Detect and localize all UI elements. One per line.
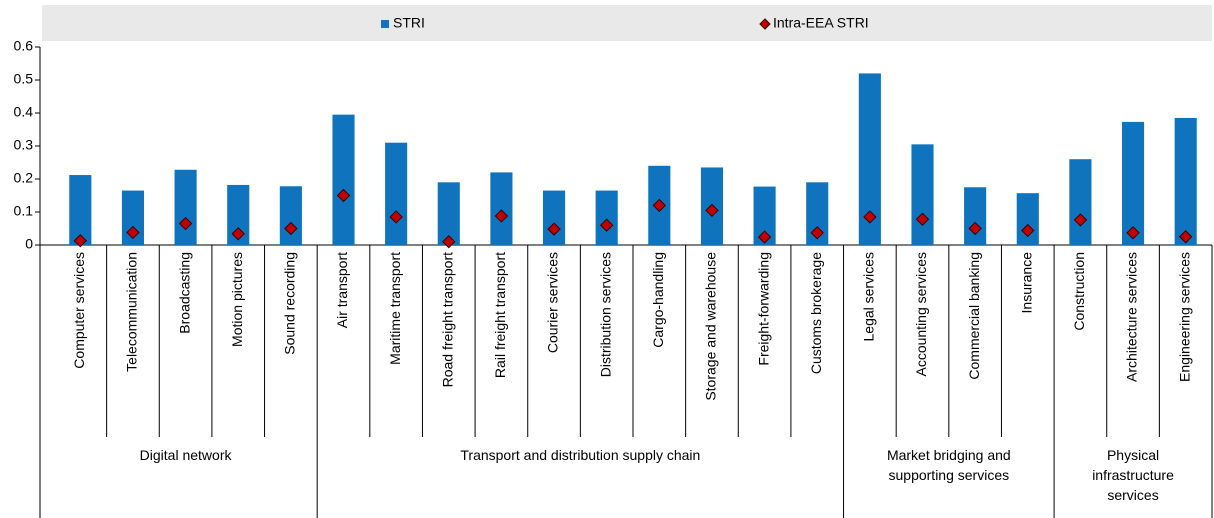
diamond-marker (442, 234, 456, 249)
bar (964, 187, 987, 245)
diamond-marker (1126, 226, 1140, 240)
diamond-marker (705, 203, 719, 218)
diamond-marker (547, 222, 561, 236)
diamond-marker (336, 188, 351, 203)
bar (1016, 193, 1039, 245)
x-tick-label: Courier services (545, 252, 561, 353)
legend-label: Intra-EEA STRI (773, 15, 869, 31)
y-tick-label: 0 (25, 236, 33, 252)
diamond-marker (231, 227, 245, 241)
x-tick-label: Telecommunication (124, 252, 140, 372)
x-tick-label: Freight-forwarding (755, 252, 771, 366)
bar (279, 186, 302, 245)
bar (595, 190, 618, 245)
bar (437, 182, 460, 245)
bar (69, 175, 92, 245)
y-tick-label: 0.2 (14, 170, 34, 186)
x-tick-label: Engineering services (1176, 252, 1192, 382)
y-tick-label: 0.3 (14, 137, 34, 153)
bar (1121, 121, 1145, 245)
legend-swatch (381, 20, 389, 28)
y-tick-label: 0.1 (14, 203, 34, 219)
bar (1174, 117, 1197, 245)
diamond-marker (1021, 223, 1035, 238)
bar (858, 73, 881, 246)
group-label-line: Physical (1107, 447, 1159, 463)
group-label: Transport and distribution supply chain (460, 447, 700, 463)
diamond-marker (126, 225, 140, 240)
group-label-line: Transport and distribution supply chain (460, 447, 700, 463)
diamond-marker (810, 226, 824, 240)
diamond-marker (652, 198, 667, 213)
x-tick-label: Computer services (71, 252, 87, 369)
bar (1069, 159, 1092, 245)
group-label: Digital network (140, 447, 233, 463)
x-tick-label: Broadcasting (176, 252, 192, 334)
bar (911, 144, 934, 245)
group-label: Market bridging and supporting services (887, 447, 1011, 483)
diamond-marker (599, 218, 614, 232)
x-tick-label: Legal services (861, 252, 877, 342)
x-tick-label: Insurance (1018, 252, 1034, 314)
group-label: Physical infrastructure services (1092, 447, 1174, 503)
group-label-line: infrastructure (1092, 467, 1174, 483)
y-tick-label: 0.6 (14, 38, 34, 54)
y-tick-label: 0.5 (14, 71, 34, 87)
bar (332, 114, 355, 246)
bar (542, 190, 566, 245)
x-tick-label: Storage and warehouse (703, 252, 719, 401)
diamond-marker (284, 221, 298, 236)
group-label-line: services (1107, 487, 1158, 503)
diamond-marker (757, 230, 772, 244)
bar (227, 184, 250, 245)
group-label-line: Market bridging and (887, 447, 1011, 463)
x-tick-label: Sound recording (282, 252, 298, 355)
x-tick-label: Air transport (334, 252, 350, 328)
x-tick-label: Accounting services (913, 252, 929, 377)
x-tick-label: Road freight transport (439, 252, 455, 388)
x-tick-label: Cargo-handling (650, 252, 666, 348)
y-tick-label: 0.4 (14, 104, 34, 120)
diamond-marker (1073, 213, 1088, 227)
x-tick-label: Architecture services (1124, 252, 1140, 382)
diamond-marker (494, 209, 509, 223)
diamond-marker (178, 216, 193, 231)
bar (490, 172, 513, 245)
diamond-marker (863, 210, 877, 224)
diamond-marker (915, 212, 930, 226)
diamond-marker (968, 221, 982, 236)
x-tick-label: Rail freight transport (492, 252, 508, 378)
legend-label: STRI (393, 15, 425, 31)
x-tick-label: Construction (1071, 252, 1087, 331)
x-tick-label: Motion pictures (229, 252, 245, 347)
x-tick-label: Commercial banking (966, 252, 982, 380)
bar (174, 169, 197, 245)
diamond-marker (1178, 230, 1193, 244)
diamond-marker (389, 210, 403, 224)
bar (385, 142, 408, 245)
legend-background (42, 5, 1212, 41)
group-label-line: Digital network (140, 447, 233, 463)
bar (806, 182, 829, 245)
diamond-marker (73, 234, 88, 248)
x-tick-label: Customs brokerage (808, 252, 824, 374)
x-tick-label: Maritime transport (387, 252, 403, 365)
bar (753, 186, 776, 245)
group-label-line: supporting services (889, 467, 1010, 483)
legend-swatch (759, 18, 771, 30)
x-tick-label: Distribution services (597, 252, 613, 377)
